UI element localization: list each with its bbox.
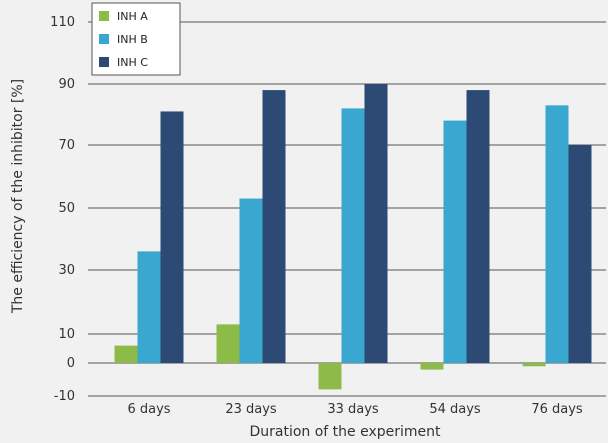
bars bbox=[114, 84, 592, 390]
legend-label: INH C bbox=[117, 56, 148, 69]
y-tick-label: 30 bbox=[58, 263, 75, 278]
bar-inh-b-0 bbox=[137, 251, 161, 363]
bar-inh-c-3 bbox=[466, 90, 490, 363]
bar-inh-b-2 bbox=[341, 108, 365, 364]
bar-inh-c-4 bbox=[568, 145, 592, 363]
x-tick-label: 76 days bbox=[531, 402, 583, 417]
x-tick-label: 6 days bbox=[127, 402, 170, 417]
y-tick-label: 110 bbox=[50, 15, 75, 30]
bar-inh-b-1 bbox=[239, 198, 263, 363]
y-tick-label: 90 bbox=[58, 77, 75, 92]
y-tick-label: 70 bbox=[58, 138, 75, 153]
bar-inh-c-0 bbox=[160, 111, 184, 363]
legend-swatch bbox=[99, 34, 109, 44]
bar-inh-a-1 bbox=[216, 324, 240, 363]
x-tick-label: 23 days bbox=[225, 402, 277, 417]
bar-inh-a-4 bbox=[522, 363, 546, 367]
legend-swatch bbox=[99, 57, 109, 67]
bar-inh-b-3 bbox=[443, 120, 467, 363]
bar-inh-a-2 bbox=[318, 363, 342, 390]
legend-label: INH B bbox=[117, 33, 148, 46]
y-axis-label: The efficiency of the inhibitor [%] bbox=[10, 79, 26, 314]
bar-inh-a-3 bbox=[420, 363, 444, 370]
bar-inh-c-2 bbox=[364, 84, 388, 363]
legend-swatch bbox=[99, 11, 109, 21]
x-tick-label: 54 days bbox=[429, 402, 481, 417]
bar-inh-b-4 bbox=[545, 105, 569, 363]
y-tick-label: 50 bbox=[58, 201, 75, 216]
bar-inh-c-1 bbox=[262, 90, 286, 363]
y-tick-label: -10 bbox=[54, 389, 75, 404]
legend: INH A INH B INH C bbox=[91, 2, 181, 76]
x-tick-labels: 6 days 23 days 33 days 54 days 76 days bbox=[127, 402, 582, 417]
y-tick-labels: 110 90 70 50 30 10 0 -10 bbox=[50, 15, 75, 404]
legend-label: INH A bbox=[117, 10, 148, 23]
y-tick-label: 10 bbox=[58, 327, 75, 342]
y-tick-label: 0 bbox=[67, 356, 75, 371]
x-axis-label: Duration of the experiment bbox=[249, 424, 441, 440]
bar-inh-a-0 bbox=[114, 345, 138, 363]
x-tick-label: 33 days bbox=[327, 402, 379, 417]
